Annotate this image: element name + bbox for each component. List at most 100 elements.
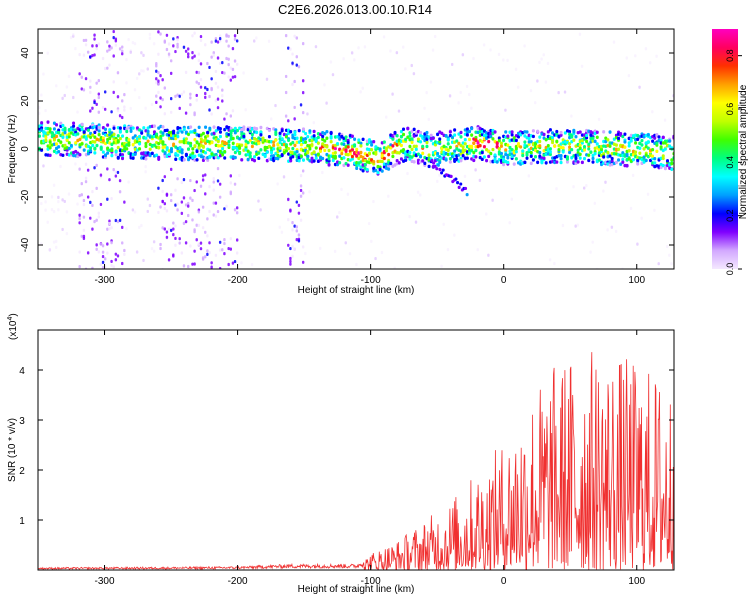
spectrogram-cell <box>576 223 580 227</box>
spectrogram-cell <box>617 136 621 141</box>
spectrogram-cell <box>97 79 101 83</box>
spectrogram-cell <box>184 203 188 207</box>
spectrogram-cell <box>293 117 296 121</box>
spectrogram-cell <box>295 229 298 233</box>
spectrogram-cell <box>429 80 433 84</box>
spectrogram-cell <box>412 160 416 164</box>
spectrogram-cell <box>638 85 641 89</box>
spectrogram-cell <box>82 88 86 92</box>
spectrogram-cell <box>150 102 154 107</box>
spectrogram-cell <box>489 48 492 52</box>
spectrogram-cell <box>231 261 235 265</box>
spectrogram-cell <box>502 162 506 167</box>
spectrogram-cell <box>197 59 201 63</box>
x-tick-label: 100 <box>628 275 645 286</box>
spectrogram-cell <box>431 48 435 52</box>
spectrogram-cell <box>172 142 176 146</box>
spectrogram-cell <box>59 164 62 169</box>
spectrogram-cell <box>172 227 175 231</box>
spectrogram-cell <box>52 127 56 131</box>
spectrogram-cell <box>619 162 623 166</box>
spectrogram-cell <box>123 108 126 112</box>
spectrogram-cell <box>610 225 614 229</box>
spectrogram-cell <box>636 137 640 142</box>
spectrogram-cell <box>180 151 184 155</box>
spectrogram-cell <box>433 34 437 39</box>
spectrogram-cell <box>646 133 650 137</box>
spectrogram-cell <box>86 128 90 132</box>
spectrogram-cell <box>666 159 670 163</box>
spectrogram-cell <box>163 202 167 206</box>
spectrogram-cell <box>167 152 171 157</box>
spectrogram-cell <box>295 55 298 59</box>
spectrogram-cell <box>327 156 331 161</box>
spectrogram-cell <box>95 143 99 148</box>
spectrogram-cell <box>250 262 254 267</box>
spectrogram-cell <box>238 173 241 178</box>
spectrogram-cell <box>106 227 109 231</box>
spectrogram-cell <box>163 175 167 179</box>
spectrogram-cell <box>184 137 188 141</box>
spectrogram-cell <box>425 144 429 149</box>
spectrogram-cell <box>670 162 674 166</box>
spectrogram-cell <box>284 149 288 153</box>
spectrogram-cell <box>449 174 453 178</box>
spectrogram-cell <box>114 152 118 157</box>
spectrogram-cell <box>338 154 342 158</box>
spectrogram-cell <box>116 95 120 99</box>
spectrogram-cell <box>436 163 440 167</box>
spectrogram-cell <box>157 157 161 161</box>
spectrogram-cell <box>97 132 101 137</box>
spectrogram-cell <box>380 250 384 255</box>
spectrogram-cell <box>291 244 294 248</box>
spectrogram-cell <box>402 132 406 137</box>
spectrogram-cell <box>131 126 135 130</box>
spectrogram-cell <box>295 225 298 229</box>
spectrogram-cell <box>201 226 205 230</box>
spectrogram-cell <box>157 71 160 75</box>
spectrogram-cell <box>89 135 93 139</box>
spectrogram-cell <box>514 67 518 71</box>
spectrogram-cell <box>133 152 137 156</box>
spectrogram-cell <box>97 211 101 215</box>
spectrogram-cell <box>150 151 154 156</box>
spectrogram-cell <box>591 160 595 164</box>
spectrogram-cell <box>529 150 533 155</box>
spectrogram-cell <box>103 66 107 71</box>
spectrogram-cell <box>604 180 607 184</box>
spectrogram-cell <box>627 149 631 153</box>
spectrogram-cell <box>182 221 186 225</box>
spectrogram-cell <box>235 211 239 215</box>
spectrogram-cell <box>221 146 225 151</box>
spectrogram-cell <box>542 132 546 137</box>
spectrogram-cell <box>521 149 525 153</box>
spectrogram-cell <box>531 129 535 133</box>
spectrogram-cell <box>204 192 207 196</box>
spectrogram-cell <box>412 72 416 76</box>
spectrogram-cell <box>57 149 61 154</box>
spectrogram-cell <box>551 135 555 140</box>
snr-x-label: Height of straight line (km) <box>298 584 415 595</box>
spectrogram-cell <box>578 143 582 148</box>
spectrogram-cell <box>365 142 369 146</box>
spectrogram-cell <box>578 130 582 134</box>
spectrogram-cell <box>248 138 252 143</box>
spectrogram-cell <box>414 144 418 148</box>
spectrogram-cell <box>138 142 142 146</box>
spectrogram-cell <box>608 130 612 134</box>
spectrogram-cell <box>265 150 269 154</box>
spectrogram-cell <box>559 130 563 135</box>
spectrogram-cell <box>527 174 531 178</box>
spectrogram-cell <box>410 63 413 68</box>
spectrogram-cell <box>659 145 663 149</box>
spectrogram-cell <box>346 140 350 145</box>
spectrogram-cell <box>189 96 192 100</box>
spectrogram-cell <box>433 164 437 168</box>
spectrogram-cell <box>433 143 437 147</box>
spectrogram-cell <box>312 159 316 163</box>
spectrogram-cell <box>529 139 533 144</box>
spectrogram-cell <box>348 152 352 156</box>
spectrogram-cell <box>255 130 259 135</box>
spectrogram-cell <box>301 169 305 173</box>
spectrogram-cell <box>178 94 181 98</box>
